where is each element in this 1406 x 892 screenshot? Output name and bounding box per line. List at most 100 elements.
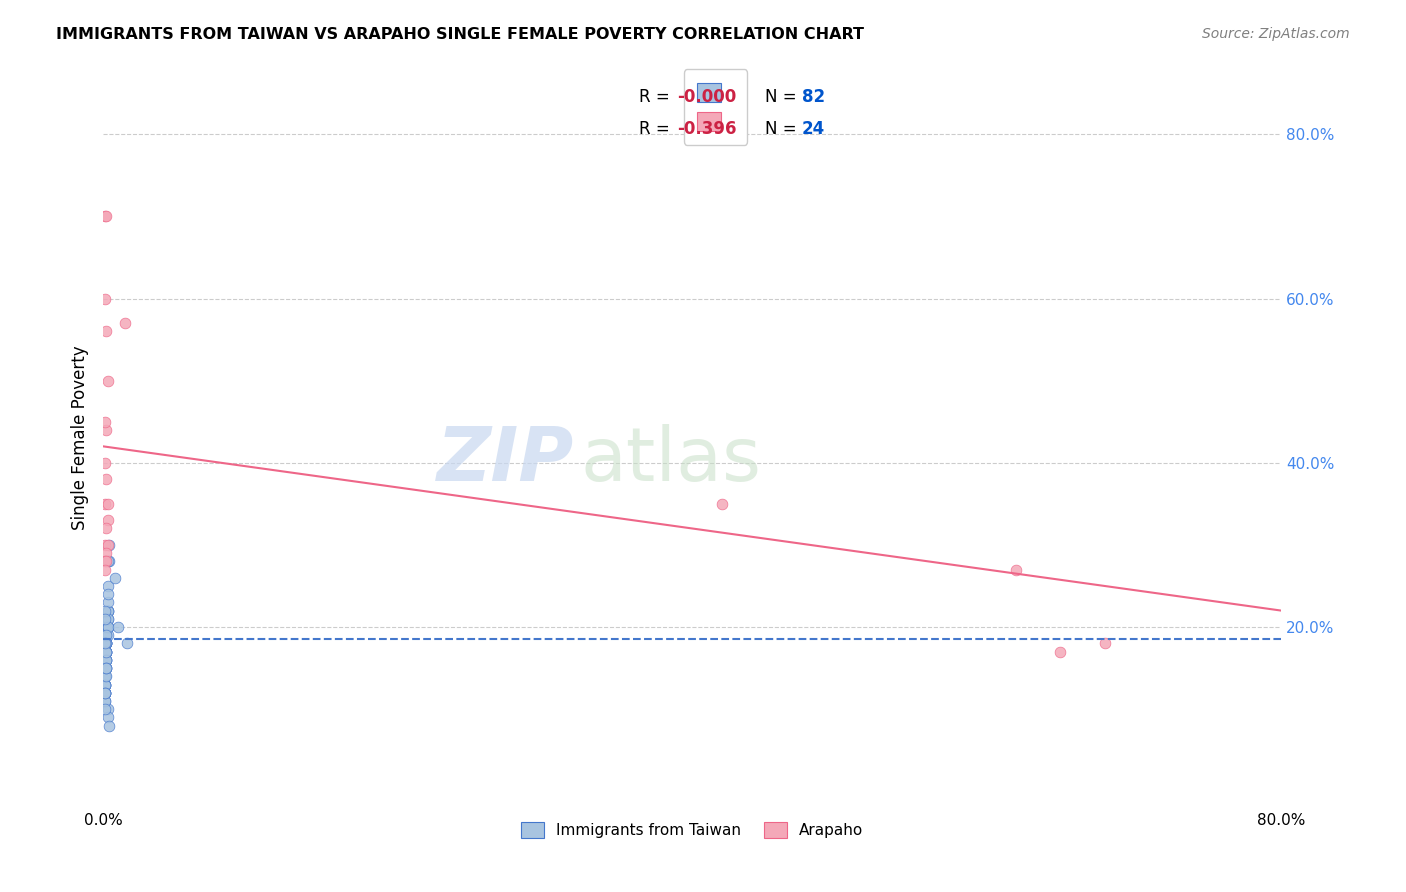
- Text: Source: ZipAtlas.com: Source: ZipAtlas.com: [1202, 27, 1350, 41]
- Point: [93, 677, 115, 691]
- Point: [93, 653, 115, 667]
- Point: [94, 645, 117, 659]
- Point: [96, 710, 118, 724]
- Point: [104, 571, 127, 585]
- Point: [98, 554, 121, 568]
- Point: [96, 604, 118, 618]
- Point: [1005, 563, 1028, 577]
- Point: [93, 669, 115, 683]
- Point: [94, 628, 117, 642]
- Point: [96, 513, 118, 527]
- Point: [96, 604, 118, 618]
- Point: [93, 604, 115, 618]
- Text: N =: N =: [765, 120, 803, 138]
- Point: [93, 653, 115, 667]
- Point: [96, 620, 118, 634]
- Point: [98, 718, 121, 732]
- Point: [94, 554, 117, 568]
- Point: [93, 636, 115, 650]
- Text: atlas: atlas: [581, 424, 761, 497]
- Point: [93, 694, 115, 708]
- Point: [94, 661, 117, 675]
- Point: [94, 645, 117, 659]
- Text: 82: 82: [801, 87, 825, 105]
- Text: -0.000: -0.000: [676, 87, 737, 105]
- Point: [93, 628, 115, 642]
- Point: [94, 636, 117, 650]
- Point: [114, 316, 136, 330]
- Point: [94, 636, 117, 650]
- Point: [93, 210, 115, 224]
- Point: [96, 612, 118, 626]
- Point: [93, 686, 115, 700]
- Point: [94, 546, 117, 560]
- Point: [93, 677, 115, 691]
- Point: [94, 645, 117, 659]
- Point: [93, 661, 115, 675]
- Point: [96, 497, 118, 511]
- Point: [94, 628, 117, 642]
- Point: [1094, 636, 1116, 650]
- Point: [93, 653, 115, 667]
- Text: IMMIGRANTS FROM TAIWAN VS ARAPAHO SINGLE FEMALE POVERTY CORRELATION CHART: IMMIGRANTS FROM TAIWAN VS ARAPAHO SINGLE…: [56, 27, 865, 42]
- Legend: Immigrants from Taiwan, Arapaho: Immigrants from Taiwan, Arapaho: [515, 816, 869, 845]
- Point: [107, 620, 129, 634]
- Point: [96, 628, 118, 642]
- Text: ZIP: ZIP: [437, 424, 575, 497]
- Point: [93, 669, 115, 683]
- Point: [93, 686, 115, 700]
- Point: [98, 538, 121, 552]
- Point: [94, 653, 117, 667]
- Point: [96, 612, 118, 626]
- Text: 24: 24: [801, 120, 825, 138]
- Point: [93, 686, 115, 700]
- Point: [94, 636, 117, 650]
- Point: [93, 694, 115, 708]
- Point: [93, 661, 115, 675]
- Point: [93, 669, 115, 683]
- Point: [96, 554, 118, 568]
- Point: [1049, 645, 1071, 659]
- Point: [93, 677, 115, 691]
- Point: [96, 604, 118, 618]
- Point: [96, 587, 118, 601]
- Point: [93, 538, 115, 552]
- Point: [94, 620, 117, 634]
- Point: [94, 521, 117, 535]
- Point: [94, 636, 117, 650]
- Point: [93, 636, 115, 650]
- Point: [94, 653, 117, 667]
- Point: [94, 472, 117, 486]
- Point: [93, 686, 115, 700]
- Point: [93, 686, 115, 700]
- Point: [96, 374, 118, 388]
- Text: R =: R =: [640, 120, 681, 138]
- Y-axis label: Single Female Poverty: Single Female Poverty: [72, 346, 89, 531]
- Point: [96, 702, 118, 716]
- Point: [96, 538, 118, 552]
- Text: N =: N =: [765, 87, 803, 105]
- Point: [94, 645, 117, 659]
- Text: -0.396: -0.396: [676, 120, 737, 138]
- Point: [96, 579, 118, 593]
- Point: [94, 653, 117, 667]
- Point: [94, 628, 117, 642]
- Point: [94, 636, 117, 650]
- Point: [94, 661, 117, 675]
- Point: [93, 612, 115, 626]
- Text: R =: R =: [640, 87, 675, 105]
- Point: [94, 423, 117, 437]
- Point: [94, 645, 117, 659]
- Point: [710, 497, 733, 511]
- Point: [93, 497, 115, 511]
- Point: [93, 686, 115, 700]
- Point: [94, 620, 117, 634]
- Point: [93, 554, 115, 568]
- Point: [93, 661, 115, 675]
- Point: [93, 612, 115, 626]
- Point: [93, 563, 115, 577]
- Point: [96, 620, 118, 634]
- Point: [93, 620, 115, 634]
- Point: [93, 456, 115, 470]
- Point: [93, 669, 115, 683]
